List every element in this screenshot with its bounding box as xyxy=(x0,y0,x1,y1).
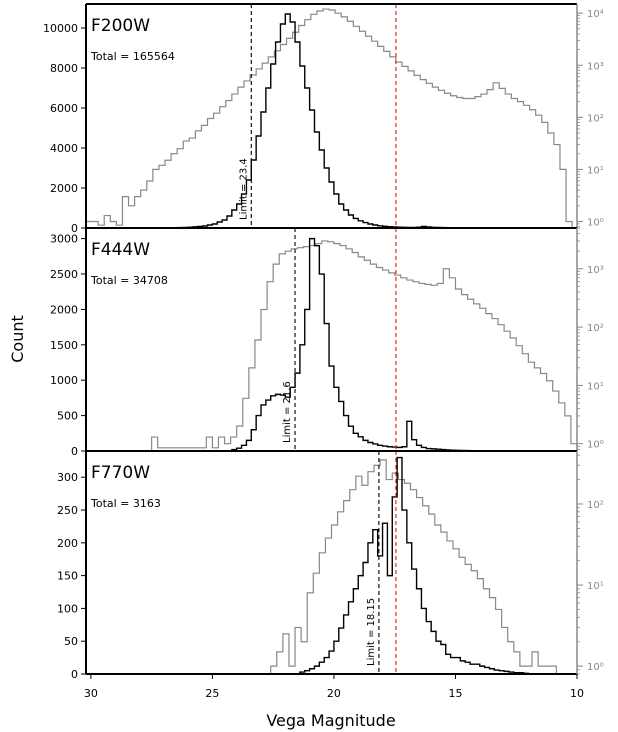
log-tick-label-f200w: 10⁰ xyxy=(587,217,604,228)
filter-label-f444w: F444W xyxy=(91,240,150,260)
y-tick-label-f444w: 0 xyxy=(71,445,78,458)
y-tick-label-f770w: 0 xyxy=(71,668,78,681)
panel-f770w: Limit = 18.15 F770W Total = 3163 0 50 100 150 2… xyxy=(57,450,604,681)
x-axis: 30 25 20 15 10 xyxy=(84,687,584,700)
x-tick-label: 20 xyxy=(327,687,341,700)
y-tick-label-f200w: 4000 xyxy=(50,142,78,155)
x-tick-label: 15 xyxy=(448,687,462,700)
y-tick-label-f200w: 2000 xyxy=(50,182,78,195)
y-tick-label-f770w: 150 xyxy=(57,570,78,583)
log-histogram-f770w xyxy=(270,459,557,674)
y-tick-label-f444w: 1500 xyxy=(50,339,78,352)
y-tick-label-f770w: 200 xyxy=(57,537,78,550)
x-tick-label: 25 xyxy=(205,687,219,700)
x-tick-label: 10 xyxy=(570,687,584,700)
total-label-f200w: Total = 165564 xyxy=(90,50,175,63)
y-tick-label-f770w: 250 xyxy=(57,504,78,517)
log-tick-label-f200w: 10³ xyxy=(587,61,604,72)
log-tick-label-f200w: 10⁴ xyxy=(587,9,604,20)
total-label-f444w: Total = 34708 xyxy=(90,274,168,287)
linear-histogram-f200w xyxy=(163,13,496,228)
linear-histogram-f770w xyxy=(299,456,530,674)
log-tick-label-f770w: 10⁰ xyxy=(587,662,604,673)
log-tick-label-f200w: 10¹ xyxy=(587,165,604,176)
log-histogram-f444w xyxy=(151,240,577,451)
log-tick-label-f770w: 10¹ xyxy=(587,581,604,592)
limit-label-f200w: Limit = 23.4 xyxy=(238,158,249,220)
log-tick-label-f444w: 10³ xyxy=(587,265,604,276)
y-tick-label-f770w: 50 xyxy=(64,635,78,648)
y-tick-label-f444w: 500 xyxy=(57,410,78,423)
log-tick-label-f200w: 10² xyxy=(587,113,604,124)
y-tick-label-f444w: 2500 xyxy=(50,268,78,281)
total-label-f770w: Total = 3163 xyxy=(90,497,161,510)
filter-label-f200w: F200W xyxy=(91,16,150,36)
y-tick-label-f200w: 8000 xyxy=(50,62,78,75)
filter-label-f770w: F770W xyxy=(91,463,150,483)
log-tick-label-f770w: 10² xyxy=(587,500,604,511)
y-tick-label-f444w: 3000 xyxy=(50,233,78,246)
limit-label-f770w: Limit = 18.15 xyxy=(366,598,377,666)
panel-f444w: Limit = 21.6 F444W Total = 34708 0 500 1000 15… xyxy=(50,227,604,458)
log-tick-label-f444w: 10² xyxy=(587,323,604,334)
y-axis-label: Count xyxy=(8,315,27,363)
limit-label-f444w: Limit = 21.6 xyxy=(282,381,293,443)
panel-f200w: Limit = 23.4 F200W Total = 165564 0 2000 4000… xyxy=(43,3,604,235)
log-tick-label-f444w: 10⁰ xyxy=(587,440,604,451)
y-tick-label-f200w: 0 xyxy=(71,222,78,235)
x-tick-label: 30 xyxy=(84,687,98,700)
y-tick-label-f444w: 1000 xyxy=(50,374,78,387)
x-axis-label: Vega Magnitude xyxy=(266,711,395,730)
y-tick-label-f444w: 2000 xyxy=(50,303,78,316)
y-tick-label-f770w: 100 xyxy=(57,602,78,615)
log-tick-label-f444w: 10¹ xyxy=(587,381,604,392)
linear-histogram-f444w xyxy=(231,237,496,451)
y-tick-label-f200w: 6000 xyxy=(50,102,78,115)
y-tick-label-f200w: 10000 xyxy=(43,22,78,35)
y-tick-label-f770w: 300 xyxy=(57,471,78,484)
log-histogram-f200w xyxy=(86,8,573,228)
